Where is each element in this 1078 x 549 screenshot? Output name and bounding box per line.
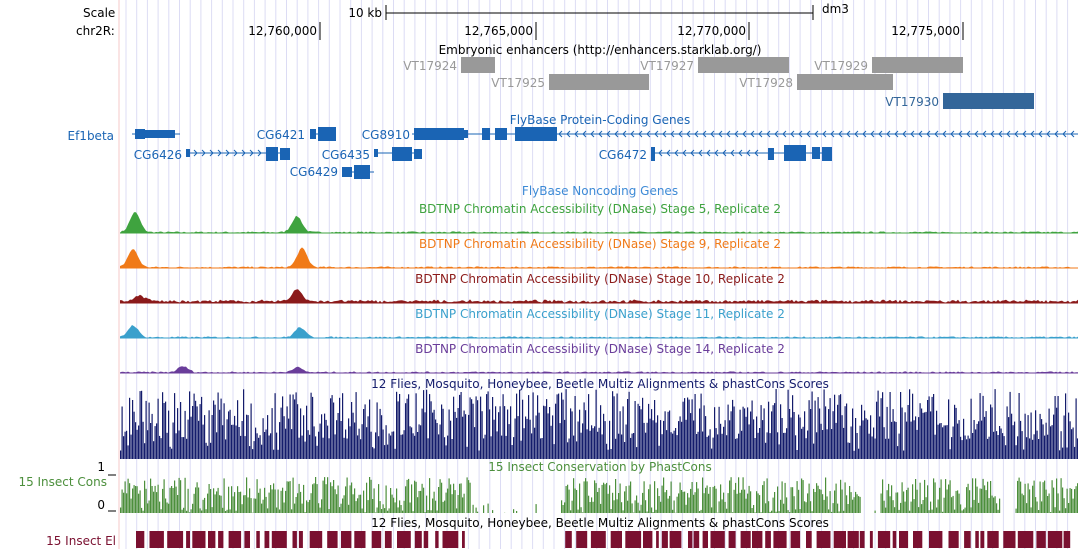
enhancers-track-title: Embryonic enhancers (http://enhancers.st… — [439, 43, 762, 57]
ruler-position-1: 12,760,000 — [248, 24, 317, 38]
gene-label-cg8910[interactable]: CG8910 — [362, 128, 410, 142]
chrom-label: chr2R: — [76, 24, 115, 38]
enhancer-vt17930[interactable]: VT17930 — [885, 93, 1034, 109]
enhancer-vt17927[interactable]: VT17927 — [640, 57, 789, 73]
gene-label-cg6429[interactable]: CG6429 — [290, 165, 338, 179]
assembly-label: dm3 — [822, 2, 849, 16]
dnase-stage9-signal[interactable] — [120, 247, 1078, 269]
genes-left-label[interactable]: Ef1beta — [68, 129, 115, 143]
genes-track-title: FlyBase Protein-Coding Genes — [510, 113, 690, 127]
dnase-stage14-signal[interactable] — [120, 366, 1078, 374]
cons-axis-max: 1 — [97, 460, 105, 474]
dnase-stage11-title: BDTNP Chromatin Accessibility (DNase) St… — [415, 307, 785, 321]
multiz-track-title: 12 Flies, Mosquito, Honeybee, Beetle Mul… — [371, 377, 829, 391]
enhancer-label: VT17925 — [491, 76, 545, 90]
scale-bar-label: 10 kb — [348, 6, 382, 20]
enhancer-label: VT17930 — [885, 95, 939, 109]
enhancer-vt17924[interactable]: VT17924 — [403, 57, 495, 73]
cons-track-title: 15 Insect Conservation by PhastCons — [488, 460, 711, 474]
gene-label-cg6421[interactable]: CG6421 — [257, 128, 305, 142]
el-track-title: 12 Flies, Mosquito, Honeybee, Beetle Mul… — [371, 516, 829, 530]
el-left-label[interactable]: 15 Insect El — [46, 534, 116, 548]
gene-label-cg6426[interactable]: CG6426 — [134, 148, 182, 162]
enhancer-label: VT17929 — [814, 59, 868, 73]
gene-models[interactable] — [132, 127, 1078, 179]
enhancer-label: VT17928 — [739, 76, 793, 90]
multiz-conservation-signal[interactable] — [120, 389, 1078, 459]
scale-label: Scale — [83, 6, 115, 20]
dnase-stage14-title: BDTNP Chromatin Accessibility (DNase) St… — [415, 342, 785, 356]
gene-label-cg6472[interactable]: CG6472 — [599, 148, 647, 162]
dnase-stage10-signal[interactable] — [120, 289, 1078, 304]
dnase-stage5-title: BDTNP Chromatin Accessibility (DNase) St… — [419, 202, 781, 216]
ruler-position-3: 12,770,000 — [677, 24, 746, 38]
dnase-stage9-title: BDTNP Chromatin Accessibility (DNase) St… — [419, 237, 781, 251]
ruler-position-4: 12,775,000 — [891, 24, 960, 38]
conserved-elements[interactable] — [136, 531, 1071, 548]
ruler-position-2: 12,765,000 — [464, 24, 533, 38]
scale-bar — [385, 5, 814, 20]
gene-label-cg6435[interactable]: CG6435 — [322, 148, 370, 162]
enhancer-vt17925[interactable]: VT17925 — [491, 74, 649, 90]
ruler-ticks — [319, 22, 964, 40]
enhancer-vt17929[interactable]: VT17929 — [814, 57, 963, 73]
cons-left-label[interactable]: 15 Insect Cons — [18, 475, 107, 489]
dnase-stage5-signal[interactable] — [120, 212, 1078, 234]
cons-signal[interactable] — [120, 477, 1078, 513]
enhancer-label: VT17927 — [640, 59, 694, 73]
dnase-stage10-title: BDTNP Chromatin Accessibility (DNase) St… — [415, 272, 785, 286]
noncoding-track-title: FlyBase Noncoding Genes — [522, 184, 678, 198]
cons-axis-min: 0 — [97, 498, 105, 512]
dnase-stage11-signal[interactable] — [120, 325, 1078, 339]
enhancer-vt17928[interactable]: VT17928 — [739, 74, 893, 90]
cons-axis-ticks — [108, 474, 116, 512]
enhancer-label: VT17924 — [403, 59, 457, 73]
